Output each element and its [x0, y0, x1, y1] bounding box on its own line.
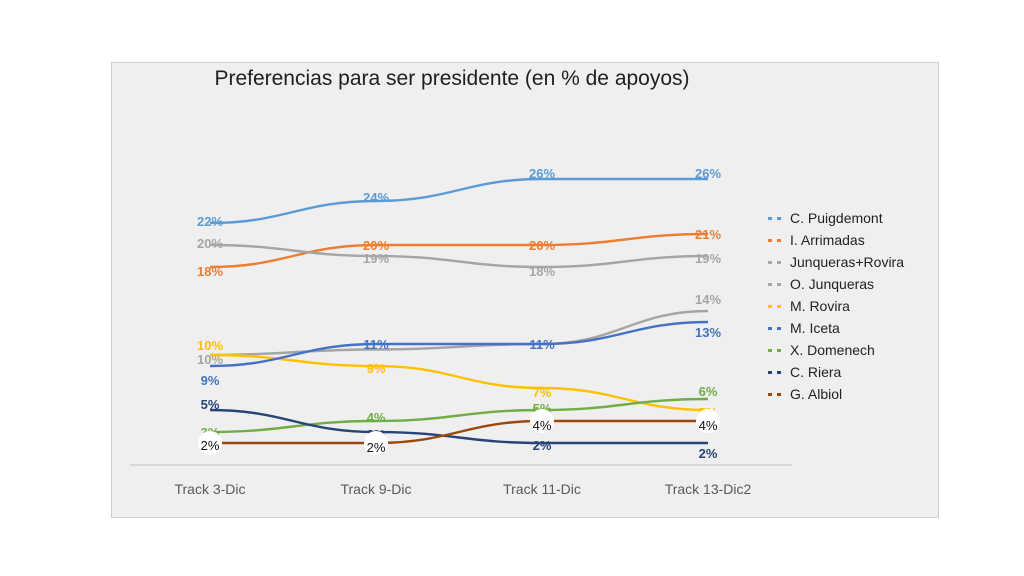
data-label-g-albiol: 2% [367, 440, 386, 455]
legend-label: M. Rovira [790, 298, 850, 314]
data-label-junqueras-rovira: 18% [529, 264, 555, 279]
legend-label: X. Domenech [790, 342, 875, 358]
x-tick-label: Track 11-Dic [503, 481, 581, 497]
data-label-c-puigdemont: 22% [197, 214, 223, 229]
data-label-c-riera: 2% [699, 446, 718, 461]
legend-item-m-iceta: M. Iceta [768, 317, 904, 339]
series-line-junqueras-rovira [209, 243, 709, 269]
data-label-g-albiol: 4% [699, 418, 718, 433]
legend-swatch [768, 260, 788, 264]
legend-swatch [768, 348, 788, 352]
legend-label: G. Albiol [790, 386, 843, 402]
data-label-x-domenech: 4% [367, 410, 386, 425]
data-label-i-arrimadas: 21% [695, 227, 721, 242]
data-label-g-albiol: 2% [201, 438, 220, 453]
plot-area: Track 3-Dic Track 9-Dic Track 11-Dic Track … [130, 166, 792, 497]
data-label-c-puigdemont: 26% [695, 166, 721, 181]
series-line-i-arrimadas [209, 232, 709, 269]
data-label-junqueras-rovira: 19% [695, 251, 721, 266]
legend-item-i-arrimadas: I. Arrimadas [768, 229, 904, 251]
legend-swatch [768, 216, 788, 220]
chart-title: Preferencias para ser presidente (en % d… [214, 67, 690, 90]
data-label-junqueras-rovira: 19% [363, 251, 389, 266]
data-label-bg [364, 431, 388, 455]
legend-label: M. Iceta [790, 320, 840, 336]
legend-item-c-riera: C. Riera [768, 361, 904, 383]
x-tick-label: Track 9-Dic [340, 481, 411, 497]
legend-label: C. Puigdemont [790, 210, 883, 226]
legend-swatch [768, 282, 788, 286]
data-label-x-domenech: 6% [699, 384, 718, 399]
legend-item-o-junqueras: O. Junqueras [768, 273, 904, 295]
series-line-c-puigdemont [209, 177, 708, 225]
data-label-o-junqueras: 14% [695, 292, 721, 307]
data-label-i-arrimadas: 20% [363, 238, 389, 253]
data-label-m-rovira: 7% [533, 385, 552, 400]
chart-frame: Preferencias para ser presidente (en % d… [111, 62, 939, 518]
legend-swatch [768, 304, 788, 308]
data-label-m-rovira: 9% [367, 361, 386, 376]
data-label-m-iceta: 13% [695, 325, 721, 340]
legend-swatch [768, 238, 788, 242]
data-label-m-rovira: 10% [197, 338, 223, 353]
data-label-i-arrimadas: 20% [529, 238, 555, 253]
data-label-c-riera: 2% [533, 438, 552, 453]
data-label-m-iceta: 11% [363, 337, 389, 352]
legend-item-g-albiol: G. Albiol [768, 383, 904, 405]
legend-swatch [768, 370, 788, 374]
data-label-junqueras-rovira: 20% [197, 236, 223, 251]
legend: C. Puigdemont I. Arrimadas Junqueras+Rovir… [768, 207, 904, 405]
x-tick-label: Track 3-Dic [174, 481, 245, 497]
legend-item-c-puigdemont: C. Puigdemont [768, 207, 904, 229]
data-label-m-iceta: 11% [529, 337, 555, 352]
series-line-x-domenech [209, 397, 709, 434]
series-line-m-iceta [209, 320, 709, 368]
legend-item-x-domenech: X. Domenech [768, 339, 904, 361]
legend-label: Junqueras+Rovira [790, 254, 905, 270]
data-label-m-iceta: 9% [201, 373, 220, 388]
legend-swatch [768, 326, 788, 330]
data-label-c-puigdemont: 24% [363, 190, 389, 205]
legend-label: C. Riera [790, 364, 842, 380]
data-label-bg [530, 409, 554, 433]
data-label-i-arrimadas: 18% [197, 264, 223, 279]
legend-swatch [768, 392, 788, 396]
series-line-g-albiol [209, 419, 708, 445]
series-line-m-rovira [209, 353, 709, 412]
data-label-c-puigdemont: 26% [529, 166, 555, 181]
legend-label: I. Arrimadas [790, 232, 865, 248]
data-label-c-riera: 5% [201, 397, 220, 412]
data-label-bg [198, 431, 222, 455]
series-line-c-riera [209, 408, 708, 445]
x-tick-label: Track 13-Dic2 [665, 481, 752, 497]
legend-item-junqueras-rovira: Junqueras+Rovira [768, 251, 904, 273]
data-label-g-albiol: 4% [533, 418, 552, 433]
legend-label: O. Junqueras [790, 276, 875, 292]
legend-item-m-rovira: M. Rovira [768, 295, 904, 317]
series-line-o-junqueras [209, 309, 709, 357]
data-label-bg [696, 409, 720, 433]
